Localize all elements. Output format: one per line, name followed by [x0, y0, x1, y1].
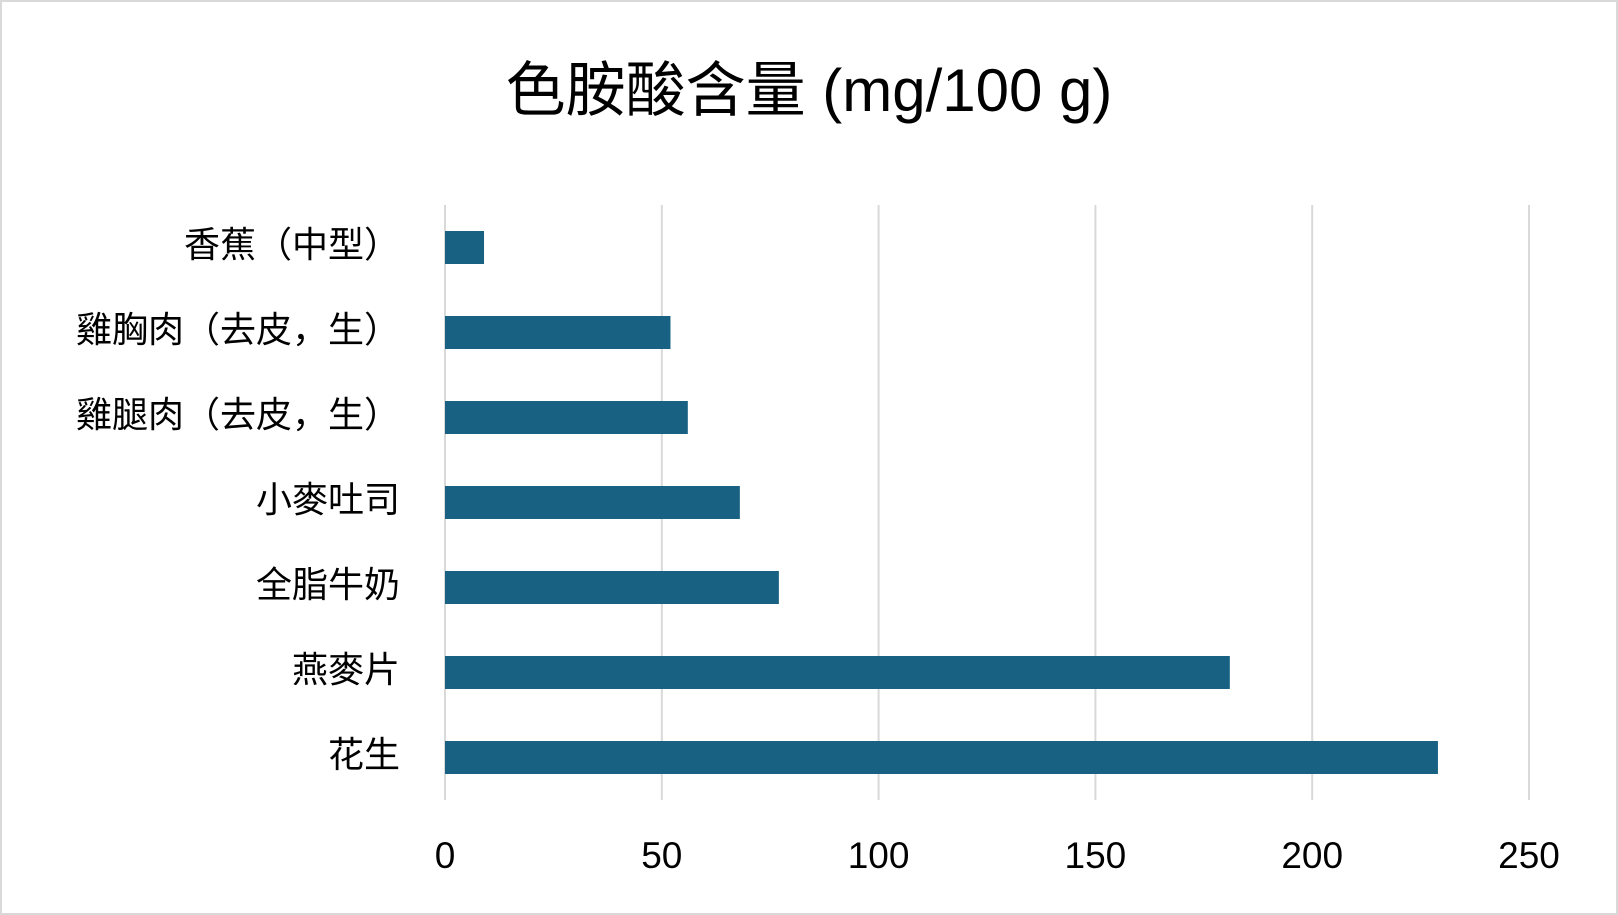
- y-tick-label: 香蕉（中型）: [184, 224, 400, 265]
- x-tick-label: 150: [1065, 835, 1127, 876]
- bar: [445, 741, 1438, 774]
- y-tick-label: 燕麥片: [292, 649, 400, 690]
- chart-title: 色胺酸含量 (mg/100 g): [506, 57, 1113, 124]
- x-tick-label: 200: [1281, 835, 1343, 876]
- y-tick-label: 雞胸肉（去皮，生）: [76, 309, 400, 350]
- bar: [445, 656, 1230, 689]
- bar: [445, 231, 485, 264]
- bar: [445, 316, 671, 349]
- bar: [445, 401, 688, 434]
- y-tick-label: 花生: [328, 734, 400, 775]
- y-tick-label: 全脂牛奶: [256, 564, 400, 605]
- x-tick-label: 0: [435, 835, 456, 876]
- x-tick-label: 250: [1498, 835, 1560, 876]
- bar: [445, 486, 740, 519]
- x-tick-label: 50: [641, 835, 682, 876]
- bar: [445, 571, 779, 604]
- y-tick-label: 雞腿肉（去皮，生）: [76, 394, 400, 435]
- x-tick-label: 100: [848, 835, 910, 876]
- y-tick-label: 小麥吐司: [256, 479, 400, 520]
